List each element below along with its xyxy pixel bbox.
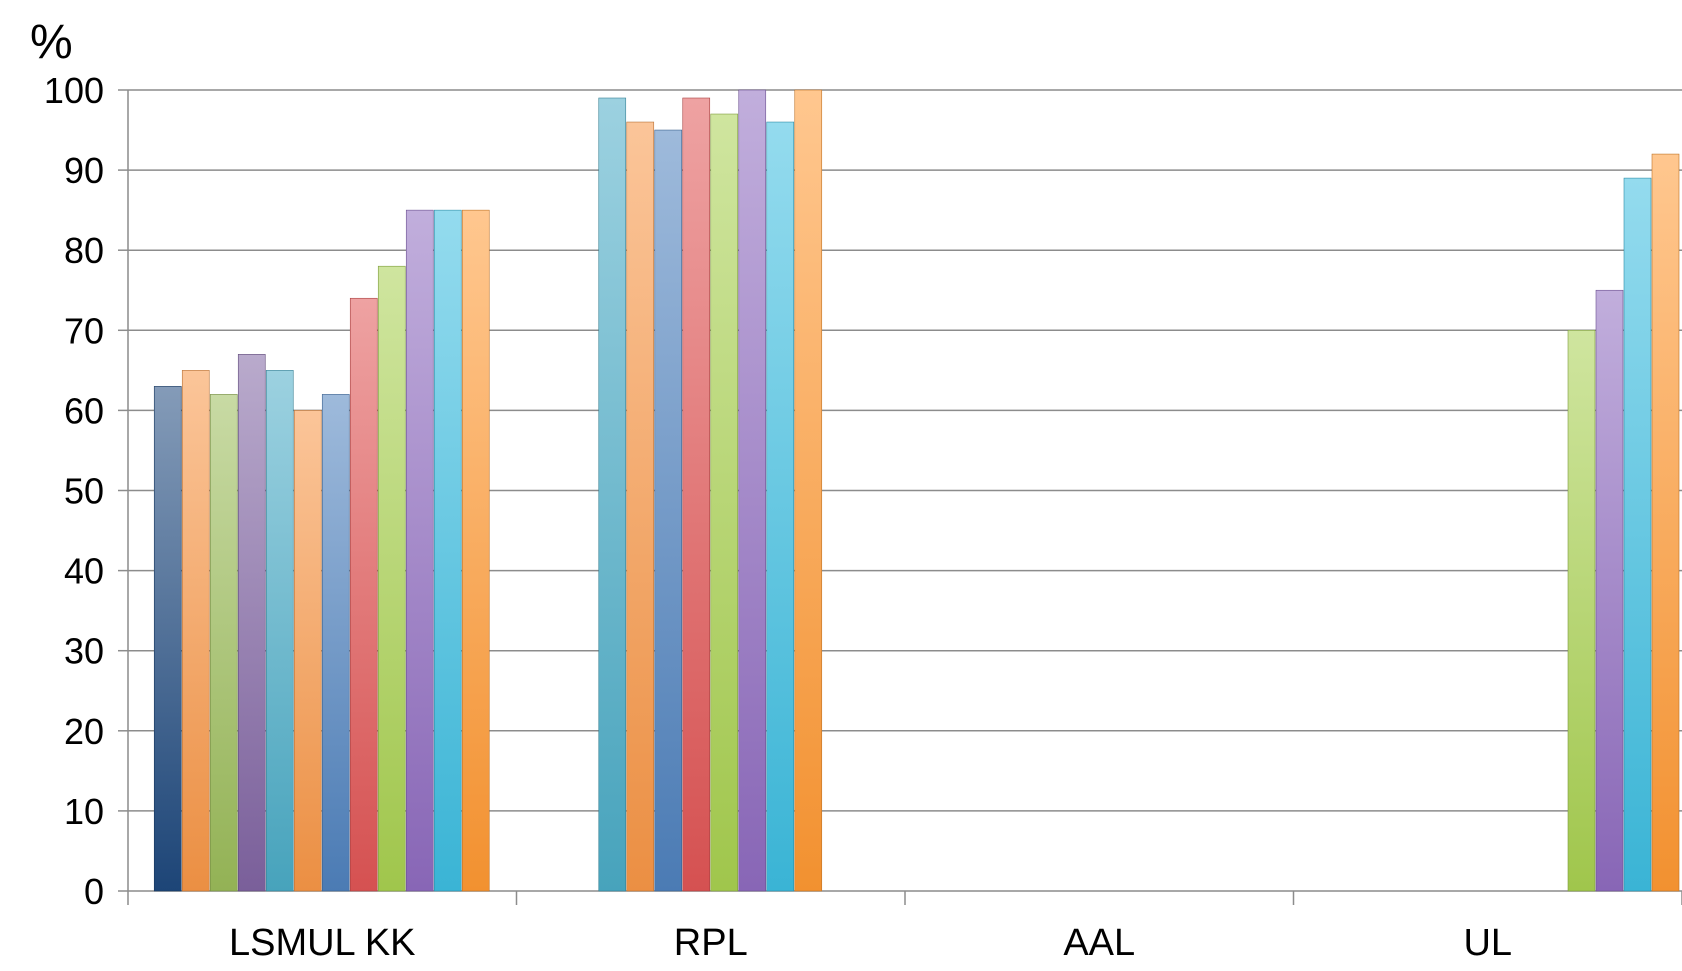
y-tick-label: 10 — [64, 791, 104, 832]
y-axis-unit-label: % — [30, 16, 73, 69]
bar — [433, 209, 462, 892]
axes — [118, 89, 1682, 905]
bar — [1623, 177, 1652, 892]
bar — [237, 354, 266, 892]
bar — [626, 121, 655, 892]
y-tick-label: 0 — [84, 871, 104, 912]
bar — [293, 410, 322, 892]
bar — [265, 370, 294, 892]
bar — [349, 297, 378, 892]
bars — [153, 89, 1680, 892]
bar — [153, 386, 182, 892]
y-tick-label: 60 — [64, 390, 104, 431]
bar — [405, 209, 434, 892]
y-tick-label: 90 — [64, 150, 104, 191]
bar — [794, 89, 823, 892]
x-category-label: LSMUL KK — [229, 922, 416, 964]
y-tick-label: 70 — [64, 310, 104, 351]
y-tick-label: 50 — [64, 471, 104, 512]
bar — [181, 370, 210, 892]
bar — [766, 121, 795, 892]
bar — [598, 97, 627, 892]
y-tick-label: 30 — [64, 631, 104, 672]
x-category-label: AAL — [1063, 922, 1135, 964]
x-category-label: RPL — [674, 922, 748, 964]
bar — [1595, 289, 1624, 892]
category-labels: LSMUL KK RPL AAL UL — [229, 922, 1512, 964]
bar — [1567, 329, 1596, 892]
bar — [377, 265, 406, 892]
bar — [1651, 153, 1680, 892]
bar — [710, 113, 739, 892]
bar — [321, 394, 350, 892]
bar — [461, 209, 490, 892]
y-tick-label: 80 — [64, 230, 104, 271]
y-tick-label: 100 — [44, 70, 104, 111]
bar — [682, 97, 711, 892]
bar — [209, 394, 238, 892]
y-tick-label: 40 — [64, 551, 104, 592]
x-category-label: UL — [1463, 922, 1512, 964]
bar — [738, 89, 767, 892]
y-tick-label: 20 — [64, 711, 104, 752]
y-tick-labels: 0 10 20 30 40 50 60 70 80 90 100 — [44, 70, 104, 912]
bar — [654, 129, 683, 892]
